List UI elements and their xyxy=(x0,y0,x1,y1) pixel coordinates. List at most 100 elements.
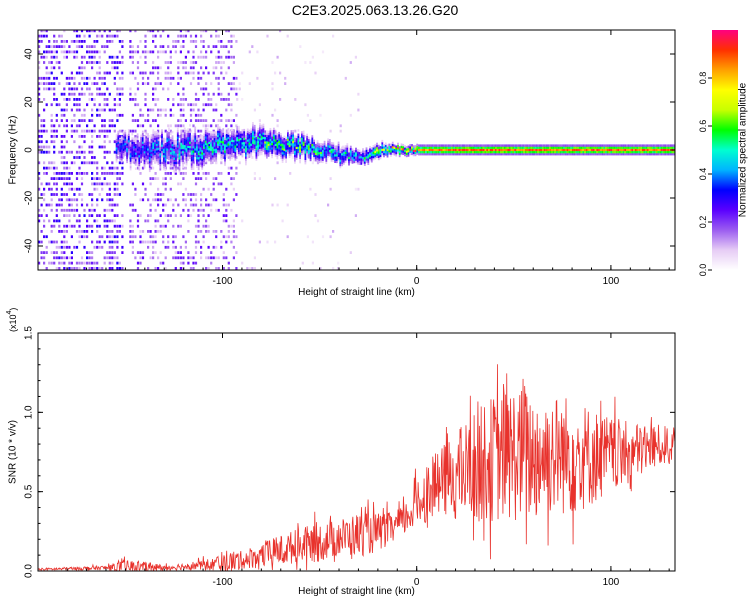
spectrogram-cell xyxy=(71,209,73,212)
spectrogram-cell xyxy=(66,40,68,43)
spectrogram-cell xyxy=(299,146,301,148)
spectrogram-cell xyxy=(116,262,118,265)
spectrogram-cell xyxy=(448,153,450,155)
spectrogram-cell xyxy=(320,160,322,162)
spectrogram-cell xyxy=(180,98,182,101)
spectrogram-cell xyxy=(212,134,214,136)
spectrogram-cell xyxy=(86,230,88,233)
spectrogram-cell xyxy=(132,119,134,122)
spectrogram-cell xyxy=(296,153,298,155)
spectrogram-cell xyxy=(224,142,226,144)
spectrogram-cell xyxy=(46,214,48,217)
spectrogram-cell xyxy=(280,146,282,148)
spectrogram-cell xyxy=(282,150,284,152)
spectrogram-cell xyxy=(245,137,247,139)
spectrogram-cell xyxy=(145,134,147,136)
spectrogram-cell xyxy=(139,256,141,259)
spectrogram-cell xyxy=(205,136,207,138)
spectrogram-cell xyxy=(418,153,420,155)
spectrogram-cell xyxy=(274,241,276,244)
spectrogram-cell xyxy=(306,134,308,136)
spectrogram-cell xyxy=(170,177,172,180)
spectrogram-cell xyxy=(56,241,58,244)
spectrogram-cell xyxy=(228,262,230,265)
spectrogram-cell xyxy=(399,155,401,157)
spectrogram-cell xyxy=(256,148,258,150)
spectrogram-cell xyxy=(53,88,55,91)
spectrogram-cell xyxy=(478,147,480,149)
spectrogram-cell xyxy=(235,114,237,117)
spectrogram-cell xyxy=(610,147,612,149)
spectrogram-cell xyxy=(596,153,598,155)
spectrogram-cell xyxy=(264,135,266,137)
spectrogram-cell xyxy=(254,109,256,112)
spectrogram-cell xyxy=(139,124,141,127)
spectrogram-cell xyxy=(132,204,134,207)
spectrogram-cell xyxy=(224,150,226,152)
spectrogram-cell xyxy=(156,155,158,157)
spectrogram-cell xyxy=(307,235,309,238)
spectrogram-cell xyxy=(617,147,619,149)
y-tick-label: 0.5 xyxy=(24,484,35,498)
spectrogram-cell xyxy=(220,161,222,164)
spectrogram-cell xyxy=(429,147,431,149)
spectrogram-cell xyxy=(247,137,249,139)
spectrogram-cell xyxy=(137,140,139,142)
spectrogram-cell xyxy=(275,133,277,135)
spectrogram-cell xyxy=(221,143,223,145)
spectrogram-cell xyxy=(138,149,140,151)
spectrogram-cell xyxy=(194,131,196,133)
spectrogram-cell xyxy=(256,135,258,137)
spectrogram-cell xyxy=(228,172,230,175)
spectrogram-cell xyxy=(170,114,172,117)
spectrogram-cell xyxy=(185,188,187,191)
spectrogram-cell xyxy=(270,139,272,141)
spectrogram-cell xyxy=(302,262,304,265)
spectrogram-cell xyxy=(116,119,118,122)
spectrogram-cell xyxy=(139,40,141,43)
spectrogram-cell xyxy=(129,51,131,54)
spectrogram-cell xyxy=(257,132,259,134)
spectrogram-cell xyxy=(568,144,570,146)
spectrogram-cell xyxy=(142,133,144,135)
spectrogram-cell xyxy=(406,148,408,150)
spectrogram-cell xyxy=(145,143,147,145)
spectrogram-cell xyxy=(151,160,153,162)
spectrogram-cell xyxy=(152,153,154,155)
spectrogram-cell xyxy=(324,145,326,147)
spectrogram-cell xyxy=(324,141,326,143)
spectrogram-cell xyxy=(138,159,140,161)
spectrogram-cell xyxy=(525,147,527,149)
spectrogram-cell xyxy=(374,153,376,155)
spectrogram-cell xyxy=(294,130,296,133)
spectrogram-cell xyxy=(668,147,670,149)
spectrogram-cell xyxy=(43,61,45,64)
spectrogram-cell xyxy=(254,131,256,133)
spectrogram-cell xyxy=(46,35,48,38)
spectrogram-cell xyxy=(121,77,123,80)
spectrogram-cell xyxy=(602,149,604,151)
spectrogram-cell xyxy=(225,220,227,223)
spectrogram-cell xyxy=(179,162,181,164)
spectrogram-cell xyxy=(163,140,165,142)
spectrogram-cell xyxy=(78,135,80,138)
spectrogram-cell xyxy=(434,149,436,151)
spectrogram-cell xyxy=(156,159,158,161)
spectrogram-cell xyxy=(254,177,256,180)
spectrogram-cell xyxy=(367,160,369,162)
spectrogram-cell xyxy=(284,151,286,153)
spectrogram-cell xyxy=(104,103,106,106)
spectrogram-cell xyxy=(66,51,68,54)
spectrogram-cell xyxy=(299,142,301,144)
spectrogram-cell xyxy=(139,214,141,217)
spectrogram-cell xyxy=(231,133,233,135)
spectrogram-cell xyxy=(584,153,586,155)
spectrogram-cell xyxy=(310,150,312,152)
spectrogram-cell xyxy=(152,61,154,64)
spectrogram-cell xyxy=(324,143,326,145)
spectrogram-cell xyxy=(192,51,194,54)
spectrogram-cell xyxy=(114,56,116,59)
spectrogram-cell xyxy=(217,139,219,141)
spectrogram-cell xyxy=(558,144,560,146)
spectrogram-cell xyxy=(111,220,113,223)
